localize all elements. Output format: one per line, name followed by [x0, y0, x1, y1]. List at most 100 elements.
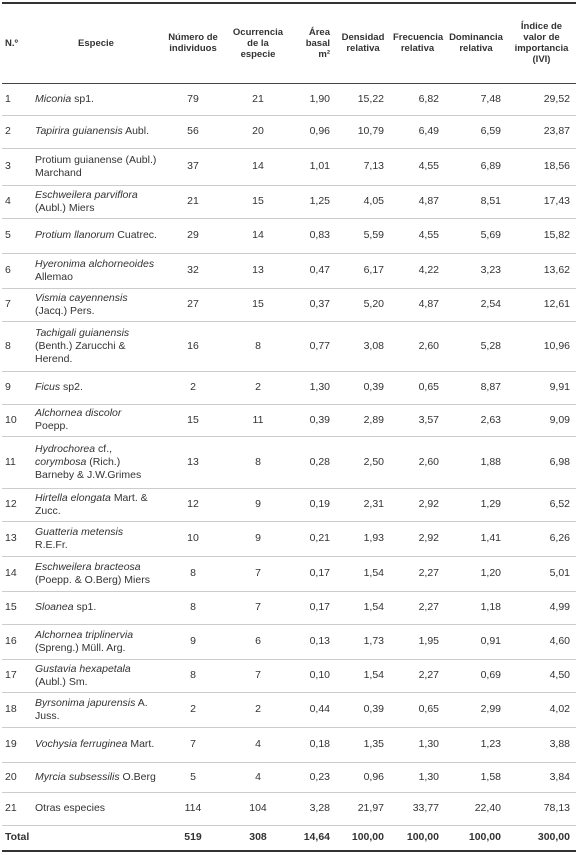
value-cell: 79	[187, 92, 199, 105]
species-cell: Tachigali guianensis (Benth.) Zarucchi &…	[32, 321, 160, 371]
value-cell: 2,54	[480, 298, 501, 310]
value-cell: 13	[252, 264, 264, 276]
value-cell: 0,44	[309, 703, 330, 715]
value-cell: 21	[187, 195, 199, 207]
value-cell: 2,63	[480, 413, 501, 426]
total-value: 100,00	[468, 831, 501, 844]
species-name: Hyeronima alchorneoides	[35, 257, 155, 270]
column-header: Índice de valor de importancia (IVI)	[507, 3, 576, 84]
value-cell: 0,65	[418, 703, 439, 715]
value-cell: 4,60	[549, 635, 570, 647]
value-cell: 0,39	[363, 381, 384, 393]
value-cell: 37	[187, 160, 199, 172]
species-author: O.Berg	[122, 770, 156, 783]
total-value: 100,00	[406, 831, 439, 844]
species-name: Miconia	[35, 92, 72, 105]
value-cell: 7,13	[363, 160, 384, 172]
species-cell: Gustavia hexapetala (Aubl.) Sm.	[32, 659, 160, 692]
value-cell: 1,95	[418, 635, 439, 647]
value-cell: 2,31	[363, 498, 384, 510]
value-cell: 1,18	[480, 601, 501, 613]
column-header: Ocurrencia de la especie	[226, 3, 290, 84]
row-number: 21	[5, 802, 17, 814]
value-cell: 0,77	[309, 339, 330, 352]
value-cell: 1,23	[480, 738, 501, 750]
value-cell: 15,22	[357, 92, 384, 105]
value-cell: 4,87	[418, 195, 439, 207]
total-value: 100,00	[351, 831, 384, 844]
value-cell: 21	[252, 92, 264, 105]
total-value: 308	[249, 831, 267, 844]
species-author: cf.,	[98, 442, 113, 455]
column-header: Densidad relativa	[336, 3, 390, 84]
species-name: Sloanea	[35, 601, 74, 613]
species-author: Mart.	[130, 738, 155, 750]
species-author: Poepp.	[35, 420, 69, 432]
value-cell: 3,23	[480, 264, 501, 276]
value-cell: 8	[190, 601, 196, 613]
value-cell: 1,30	[418, 738, 439, 750]
value-cell: 4,87	[418, 298, 439, 310]
table-row: 13 Guatteria metensis R.E.Fr. 10 9 0,21 1,93 2…	[2, 521, 576, 556]
value-cell: 9	[255, 498, 261, 510]
total-value: 300,00	[537, 831, 570, 844]
row-number: 1	[5, 92, 11, 105]
species-author: (Aubl.) Sm.	[35, 675, 88, 688]
value-cell: 4,50	[549, 669, 570, 681]
value-cell: 2,27	[418, 567, 439, 579]
value-cell: 5	[190, 770, 196, 783]
value-cell: 2,92	[418, 498, 439, 510]
value-cell: 1,54	[363, 601, 384, 613]
species-cell: Guatteria metensis R.E.Fr.	[32, 521, 160, 556]
value-cell: 10,96	[543, 339, 570, 352]
species-author: (Benth.) Zarucchi & Herend.	[35, 339, 126, 365]
value-cell: 12	[187, 498, 199, 510]
value-cell: 1,30	[309, 381, 330, 393]
value-cell: 3,88	[549, 738, 570, 750]
species-name: Vismia cayennensis	[35, 291, 128, 304]
species-author: sp1.	[74, 92, 94, 105]
value-cell: 0,17	[309, 601, 330, 613]
total-label: Total	[5, 831, 30, 844]
row-number: 15	[5, 601, 17, 613]
value-cell: 78,13	[543, 802, 570, 814]
column-header: Frecuencia relativa	[390, 3, 445, 84]
value-cell: 15	[252, 298, 264, 310]
value-cell: 0,19	[309, 498, 330, 510]
value-cell: 1,25	[309, 195, 330, 207]
value-cell: 2	[255, 381, 261, 393]
value-cell: 6,26	[549, 532, 570, 544]
value-cell: 0,65	[418, 381, 439, 393]
row-number: 2	[5, 125, 11, 137]
table-row: 21 Otras especies 114 104 3,28 21,97 33,77 22,4…	[2, 792, 576, 825]
table-row: 12 Hirtella elongata Mart. & Zucc. 12 9 0,19…	[2, 488, 576, 521]
value-cell: 13,62	[543, 264, 570, 276]
row-number: 10	[5, 413, 17, 426]
value-cell: 8,51	[480, 195, 501, 207]
value-cell: 7,48	[480, 92, 501, 105]
value-cell: 5,20	[363, 298, 384, 310]
species-name: Eschweilera bracteosa	[35, 560, 141, 573]
value-cell: 5,01	[549, 567, 570, 579]
value-cell: 1,90	[309, 92, 330, 105]
species-cell: Alchornea triplinervia (Spreng.) Müll. A…	[32, 624, 160, 659]
species-author: (Poepp. & O.Berg) Miers	[35, 573, 150, 586]
value-cell: 1,01	[309, 160, 330, 172]
value-cell: 3,28	[309, 802, 330, 814]
row-number: 3	[5, 160, 11, 172]
value-cell: 2,60	[418, 339, 439, 352]
species-name: Myrcia subsessilis	[35, 770, 120, 783]
total-value: 14,64	[303, 831, 330, 844]
value-cell: 0,96	[309, 125, 330, 137]
value-cell: 15	[252, 195, 264, 207]
species-name: Alchornea discolor	[35, 407, 122, 419]
value-cell: 10,79	[357, 125, 384, 137]
value-cell: 13	[187, 455, 199, 468]
species-cell: Sloanea sp1.	[32, 591, 160, 624]
value-cell: 5,59	[363, 229, 384, 241]
species-cell: Myrcia subsessilis O.Berg	[32, 762, 160, 792]
column-header: Especie	[32, 3, 160, 84]
value-cell: 9	[190, 635, 196, 647]
value-cell: 16	[187, 339, 199, 352]
row-number: 17	[5, 669, 17, 681]
